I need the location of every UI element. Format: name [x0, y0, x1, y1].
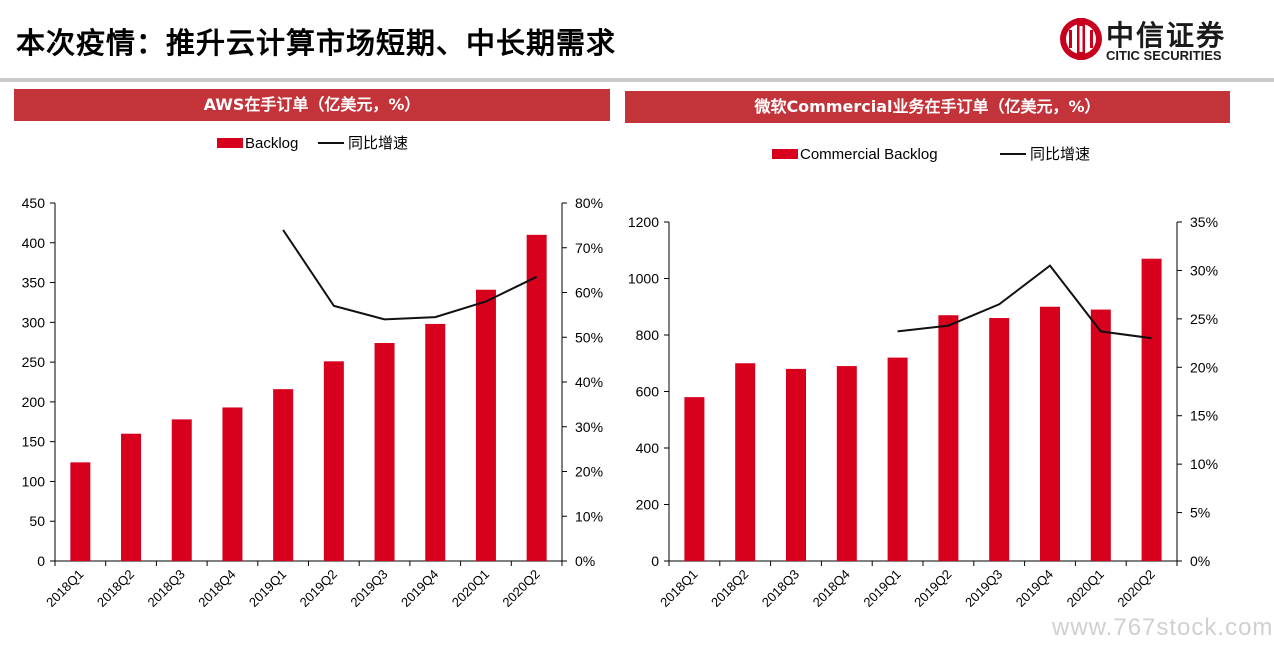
y2-tick-label: 40%: [575, 374, 603, 390]
y-tick-label: 0: [37, 553, 45, 569]
bar-2020Q1: [475, 289, 496, 561]
bar-2018Q2: [121, 433, 142, 561]
bar-2019Q1: [273, 389, 294, 561]
y-tick-label: 350: [22, 275, 46, 291]
bar-2019Q4: [425, 323, 446, 561]
bar-2019Q2: [323, 361, 344, 561]
chart-title-aws: AWS在手订单（亿美元，%）: [14, 89, 610, 121]
chart-aws-backlog: 0 50 100 150 200 250 300 350 400 450 0% 10% 20% 30% 40…: [22, 134, 603, 610]
legend-swatch-bar: [217, 138, 243, 148]
y2-tick-label: 20%: [1190, 359, 1218, 375]
growth-line: [897, 264, 1152, 340]
legend-label: 同比增速: [348, 134, 408, 152]
y-tick-label: 50: [29, 513, 45, 529]
x-tick-label: 2019Q4: [1013, 567, 1056, 610]
bar-2018Q2: [735, 363, 756, 561]
bar-2020Q2: [526, 234, 547, 562]
bar-2019Q1: [887, 357, 908, 561]
y-tick-label: 400: [636, 440, 660, 456]
bar-2019Q2: [938, 315, 959, 561]
x-tick-label: 2020Q2: [1114, 567, 1157, 610]
header-divider: [0, 78, 1274, 82]
growth-line: [282, 229, 538, 321]
bar-2019Q3: [374, 343, 395, 561]
chart-title-microsoft: 微软Commercial业务在手订单（亿美元，%）: [625, 91, 1230, 123]
page-title: 本次疫情：推升云计算市场短期、中长期需求: [16, 26, 617, 60]
y2-tick-label: 10%: [575, 508, 603, 524]
x-tick-label: 2018Q4: [810, 567, 853, 610]
y2-tick-label: 5%: [1190, 505, 1210, 521]
y-tick-label: 1000: [628, 271, 659, 287]
bar-2018Q4: [836, 366, 857, 561]
legend-swatch-bar: [772, 149, 798, 159]
y2-tick-label: 70%: [575, 240, 603, 256]
legend-label: 同比增速: [1030, 145, 1090, 163]
citic-emblem-icon: [1060, 18, 1102, 60]
y-tick-label: 600: [636, 384, 660, 400]
y-tick-label: 1200: [628, 214, 659, 230]
y2-tick-label: 25%: [1190, 311, 1218, 327]
bar-2018Q1: [70, 462, 91, 561]
y2-tick-label: 60%: [575, 285, 603, 301]
y2-tick-label: 35%: [1190, 214, 1218, 230]
y2-tick-label: 80%: [575, 195, 603, 211]
legend-label: Backlog: [245, 135, 298, 152]
bar-2019Q4: [1040, 306, 1060, 561]
y-tick-label: 200: [636, 497, 660, 513]
y-tick-label: 0: [651, 553, 659, 569]
logo-text-en: CITIC SECURITIES: [1106, 48, 1222, 63]
y2-tick-label: 0%: [575, 553, 595, 569]
y2-tick-label: 30%: [575, 419, 603, 435]
y2-tick-label: 30%: [1190, 262, 1218, 278]
bar-2019Q3: [989, 318, 1010, 561]
y2-tick-label: 15%: [1190, 408, 1218, 424]
y2-tick-label: 50%: [575, 329, 603, 345]
bar-2020Q1: [1090, 309, 1111, 561]
x-tick-label: 2018Q2: [708, 567, 751, 610]
y-tick-label: 300: [22, 314, 46, 330]
x-tick-label: 2019Q2: [911, 567, 954, 610]
y-tick-label: 450: [22, 195, 46, 211]
y-tick-label: 250: [22, 354, 46, 370]
y-tick-label: 400: [22, 235, 46, 251]
watermark-text: www.767stock.com: [1052, 614, 1274, 641]
x-tick-label: 2019Q1: [860, 567, 903, 610]
y-tick-label: 100: [22, 473, 46, 489]
x-tick-label: 2020Q1: [1064, 567, 1107, 610]
y-tick-label: 800: [636, 327, 660, 343]
bar-2020Q2: [1141, 258, 1162, 561]
y-tick-label: 200: [22, 394, 46, 410]
bar-2018Q1: [684, 397, 705, 561]
y2-tick-label: 10%: [1190, 456, 1218, 472]
x-tick-label: 2018Q1: [657, 567, 700, 610]
citic-logo: 中信证券 CITIC SECURITIES: [1058, 12, 1258, 68]
y-tick-label: 150: [22, 434, 46, 450]
y2-tick-label: 0%: [1190, 553, 1210, 569]
logo-text-cn: 中信证券: [1106, 19, 1227, 52]
x-tick-label: 2019Q3: [962, 567, 1005, 610]
x-tick-label: 2018Q3: [759, 567, 802, 610]
bar-2018Q4: [222, 407, 243, 561]
bar-2018Q3: [171, 419, 192, 561]
page-header: 本次疫情：推升云计算市场短期、中长期需求 中信证券 CITIC SECURITI…: [0, 0, 1274, 82]
y2-tick-label: 20%: [575, 464, 603, 480]
bar-2018Q3: [786, 368, 806, 561]
legend-label: Commercial Backlog: [800, 146, 938, 163]
